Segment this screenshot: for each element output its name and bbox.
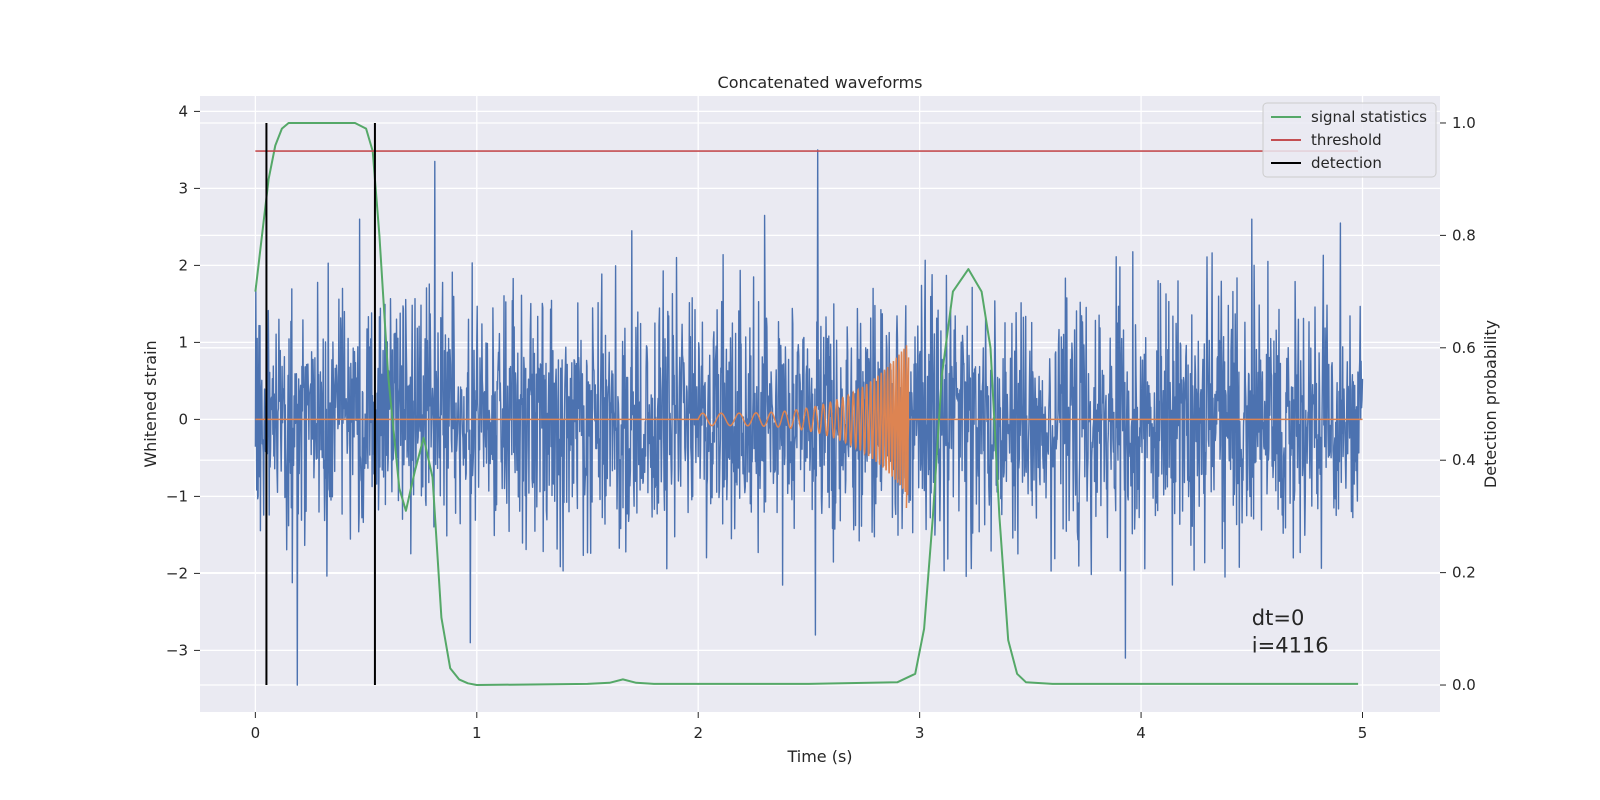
noise-series (254, 149, 1364, 686)
injection-series (255, 345, 1363, 509)
chart-title: Concatenated waveforms (718, 73, 923, 92)
legend-label-threshold: threshold (1311, 131, 1382, 149)
y2-tick-label: 0.8 (1452, 226, 1476, 244)
y-tick-label: 0 (178, 410, 188, 428)
y-tick-label: −2 (166, 564, 188, 582)
signal-statistics-series (254, 122, 1359, 686)
x-axis-label: Time (s) (786, 747, 852, 766)
y-tick-label: −1 (166, 487, 188, 505)
y2-tick-label: 0.2 (1452, 564, 1476, 582)
x-tick-label: 1 (472, 724, 482, 742)
y-tick-label: 2 (178, 256, 188, 274)
x-tick-label: 3 (915, 724, 925, 742)
legend-label-signal-statistics: signal statistics (1311, 108, 1427, 126)
y-axis-label: Whitened strain (141, 340, 160, 467)
axes-ticks: 0 1 2 3 4 5 −3 −2 −1 0 1 2 3 4 0.0 0.2 0.4 0.6 0.8 1.0 (166, 102, 1476, 742)
annotation-dt: dt=0 (1252, 606, 1305, 630)
x-tick-label: 0 (251, 724, 261, 742)
y-tick-label: 3 (178, 179, 188, 197)
legend-label-detection: detection (1311, 154, 1382, 172)
x-tick-label: 5 (1358, 724, 1368, 742)
y2-tick-label: 0.0 (1452, 676, 1476, 694)
y2-tick-label: 0.6 (1452, 339, 1476, 357)
annotations: dt=0 i=4116 (1252, 606, 1329, 658)
y2-axis-label: Detection probability (1481, 320, 1500, 488)
x-tick-label: 2 (693, 724, 703, 742)
y-tick-label: 1 (178, 333, 188, 351)
y2-tick-label: 1.0 (1452, 114, 1476, 132)
annotation-index: i=4116 (1252, 634, 1329, 658)
y2-tick-label: 0.4 (1452, 451, 1476, 469)
signal-statistics-line (254, 122, 1359, 686)
y-tick-label: 4 (178, 102, 188, 120)
injection-line (255, 345, 1363, 509)
y-tick-label: −3 (166, 641, 188, 659)
noise-line (254, 149, 1364, 686)
legend-box (1262, 102, 1437, 178)
x-tick-label: 4 (1136, 724, 1146, 742)
legend: signal statistics threshold detection (1262, 102, 1437, 178)
